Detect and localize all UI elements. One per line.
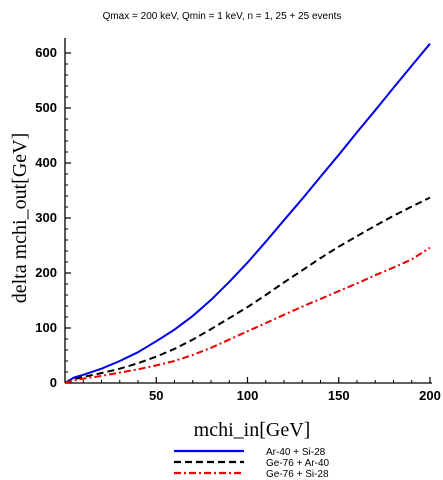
series-line-2: [64, 246, 431, 384]
legend-label-0: Ar-40 + Si-28: [266, 447, 326, 458]
y-tick-label: 400: [35, 155, 57, 170]
x-tick-label: 150: [328, 388, 350, 403]
ticks: 0 100 200 300 400 500 600 50 100 150 200: [35, 45, 441, 403]
y-tick-label: 100: [35, 320, 57, 335]
legend-label-2: Ge-76 + Si-28: [266, 469, 329, 480]
series-line-0: [64, 43, 431, 384]
chart-title: Qmax = 200 keV, Qmin = 1 keV, n = 1, 25 …: [103, 11, 342, 22]
x-tick-label: 200: [419, 388, 441, 403]
y-axis-label-group: delta mchi_out[GeV]: [9, 133, 31, 304]
y-tick-label: 600: [35, 45, 57, 60]
series-line-1: [64, 196, 431, 384]
y-axis-label: delta mchi_out[GeV]: [9, 133, 31, 304]
y-tick-label: 300: [35, 210, 57, 225]
x-tick-label: 50: [149, 388, 163, 403]
y-tick-label: 0: [50, 375, 57, 390]
x-axis-label: mchi_in[GeV]: [194, 419, 311, 441]
axes: [64, 38, 432, 384]
y-tick-label: 200: [35, 265, 57, 280]
legend-label-1: Ge-76 + Ar-40: [266, 458, 330, 469]
x-tick-label: 100: [237, 388, 259, 403]
series-lines: [64, 43, 431, 384]
y-tick-label: 500: [35, 100, 57, 115]
